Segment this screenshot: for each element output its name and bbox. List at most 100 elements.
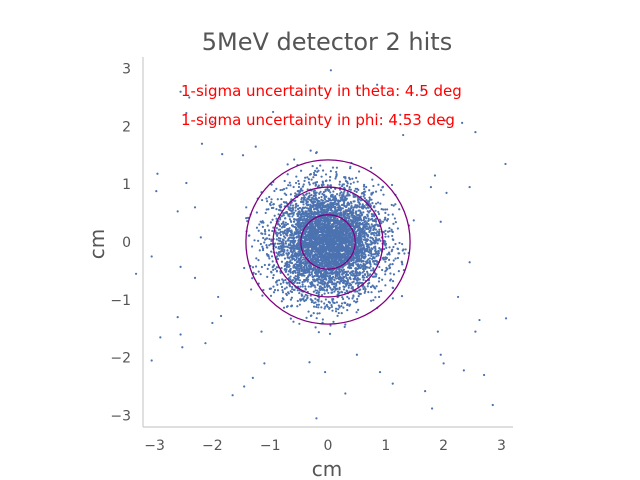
data-point — [304, 271, 307, 274]
data-point — [328, 235, 331, 238]
data-point — [292, 213, 295, 216]
data-point — [338, 183, 341, 186]
data-point — [302, 200, 305, 204]
data-point — [367, 250, 370, 254]
data-point — [267, 229, 271, 232]
data-point — [311, 220, 314, 223]
data-point — [355, 206, 358, 209]
data-point — [294, 226, 297, 229]
data-point — [290, 212, 293, 215]
data-point — [311, 241, 314, 244]
data-point — [314, 169, 317, 173]
data-point — [302, 235, 305, 239]
data-point — [299, 188, 302, 191]
data-point — [241, 154, 245, 157]
data-point — [291, 204, 295, 207]
data-point — [310, 259, 313, 262]
data-point — [282, 281, 285, 284]
data-point — [312, 229, 316, 232]
data-point — [336, 314, 339, 317]
data-point — [259, 242, 262, 246]
data-point — [368, 261, 372, 264]
data-point — [255, 211, 258, 214]
data-point — [315, 292, 318, 295]
data-point — [324, 188, 327, 191]
data-point — [367, 219, 370, 222]
data-point — [401, 263, 404, 266]
data-point — [385, 256, 389, 260]
data-point — [265, 244, 268, 247]
data-point — [368, 225, 371, 228]
data-point — [328, 307, 331, 310]
data-point — [264, 211, 267, 215]
data-point — [365, 225, 369, 228]
data-point — [315, 305, 318, 309]
data-point — [327, 291, 330, 295]
data-point — [392, 245, 395, 249]
data-point — [338, 286, 341, 289]
data-point — [350, 212, 353, 215]
data-point — [286, 291, 290, 294]
data-point — [361, 207, 365, 210]
data-point — [285, 281, 288, 284]
data-point — [357, 308, 360, 311]
data-point — [368, 257, 372, 260]
data-point — [334, 207, 337, 210]
data-point — [277, 236, 280, 240]
data-point — [340, 312, 343, 315]
data-point — [305, 202, 308, 205]
data-point — [290, 304, 293, 307]
data-point — [354, 254, 357, 257]
data-point — [339, 225, 342, 228]
data-point — [283, 211, 287, 214]
data-point — [332, 245, 335, 248]
data-point — [344, 323, 347, 326]
data-point — [339, 259, 342, 262]
data-point — [297, 230, 301, 234]
data-point — [246, 216, 250, 219]
data-point — [349, 272, 352, 275]
data-point — [335, 258, 338, 261]
data-point — [250, 288, 253, 291]
data-point — [347, 238, 350, 241]
data-point — [362, 267, 365, 271]
data-point — [271, 260, 274, 263]
data-point — [156, 172, 159, 175]
data-point — [317, 184, 320, 187]
data-point — [297, 223, 300, 227]
data-point — [310, 243, 313, 246]
data-point — [352, 259, 355, 262]
data-point — [274, 242, 277, 245]
data-point — [387, 235, 390, 238]
data-point — [282, 298, 285, 301]
data-point — [261, 245, 264, 248]
data-point — [317, 196, 321, 199]
data-point — [344, 275, 347, 278]
data-point — [317, 209, 320, 212]
data-point — [341, 260, 344, 263]
data-point — [390, 228, 393, 231]
data-point — [326, 272, 329, 275]
data-point — [298, 270, 301, 273]
data-point — [326, 285, 329, 288]
data-point — [289, 184, 292, 187]
data-point — [384, 273, 387, 276]
data-point — [247, 234, 250, 237]
data-point — [270, 250, 273, 253]
data-point — [347, 207, 350, 210]
data-point — [284, 221, 287, 224]
data-point — [374, 275, 378, 278]
data-point — [347, 241, 350, 244]
data-point — [337, 239, 340, 242]
data-point — [287, 207, 290, 211]
data-point — [308, 271, 311, 274]
data-point — [283, 257, 287, 260]
data-point — [364, 239, 367, 242]
data-point — [319, 282, 322, 285]
data-point — [359, 223, 363, 226]
data-point — [396, 256, 400, 260]
data-point — [294, 232, 297, 236]
data-point — [360, 245, 363, 248]
data-point — [308, 198, 311, 201]
data-point — [259, 220, 262, 223]
